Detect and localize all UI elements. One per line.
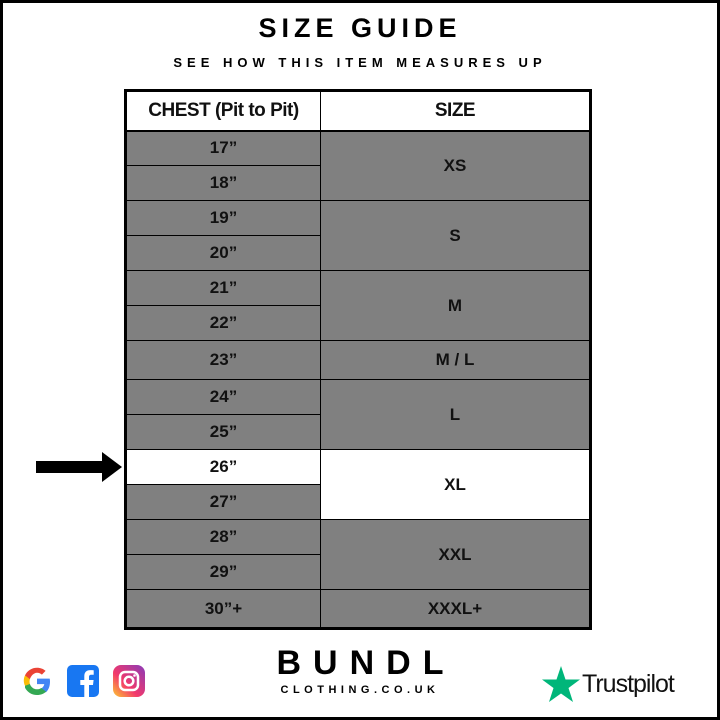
chest-cell: 17” <box>125 130 321 166</box>
chest-cell: 28” <box>125 519 321 555</box>
chest-cell: 25” <box>125 414 321 450</box>
size-cell: XXXL+ <box>320 589 591 629</box>
chest-cell: 24” <box>125 379 321 415</box>
chest-cell: 18” <box>125 165 321 201</box>
chest-cell: 30”+ <box>125 589 321 629</box>
facebook-icon[interactable] <box>66 664 100 698</box>
size-cell: M / L <box>320 340 591 380</box>
page-title: SIZE GUIDE <box>258 13 462 43</box>
trustpilot-logo[interactable]: Trustpilot <box>542 666 675 702</box>
chest-cell-highlighted: 26” <box>125 449 321 485</box>
star-icon <box>542 666 580 702</box>
chest-cell: 19” <box>125 200 321 236</box>
arrow-right-icon <box>36 452 122 482</box>
size-cell: M <box>320 270 591 341</box>
trustpilot-label: Trustpilot <box>582 669 675 698</box>
column-header-size: SIZE <box>320 90 591 132</box>
chest-cell: 22” <box>125 305 321 341</box>
column-header-chest: CHEST (Pit to Pit) <box>125 90 321 132</box>
page-subtitle: SEE HOW THIS ITEM MEASURES UP <box>173 55 547 70</box>
chest-cell: 27” <box>125 484 321 520</box>
size-cell-highlighted: XL <box>320 449 591 520</box>
chest-cell: 29” <box>125 554 321 590</box>
instagram-icon[interactable] <box>112 664 146 698</box>
size-table: CHEST (Pit to Pit) SIZE 17” XS 18” 19” S 20… <box>124 89 592 630</box>
chest-cell: 23” <box>125 340 321 380</box>
size-cell: L <box>320 379 591 450</box>
brand-domain: CLOTHING.CO.UK <box>280 684 440 696</box>
size-cell: S <box>320 200 591 271</box>
size-cell: XS <box>320 130 591 201</box>
brand-logo: BUNDL CLOTHING.CO.UK <box>0 644 720 697</box>
size-cell: XXL <box>320 519 591 590</box>
chest-cell: 20” <box>125 235 321 271</box>
google-icon[interactable] <box>20 664 54 698</box>
chest-cell: 21” <box>125 270 321 306</box>
brand-name: BUNDL <box>276 644 456 682</box>
